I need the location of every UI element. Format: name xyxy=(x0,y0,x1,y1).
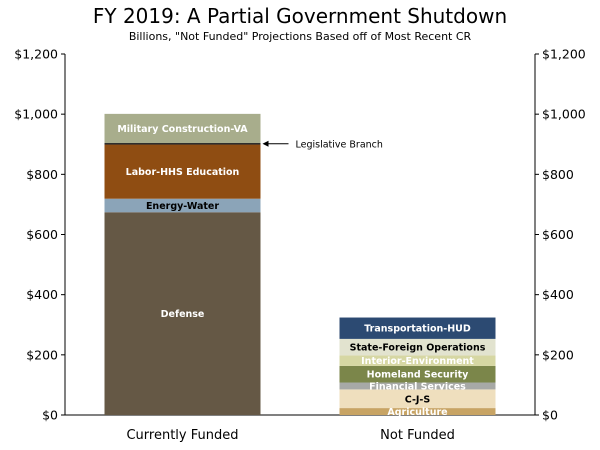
annotation-legislative-branch: Legislative Branch xyxy=(296,139,383,150)
segment-label-energy-water: Energy-Water xyxy=(146,201,219,212)
bar-segment-transportation-hud xyxy=(339,317,496,339)
bar-segment-financial-services xyxy=(339,382,496,390)
right-y-tick-label: $600 xyxy=(542,227,574,242)
bar-segment-c-j-s xyxy=(339,389,496,409)
bar-segment-energy-water xyxy=(104,198,261,213)
left-y-tick-label: $0 xyxy=(42,408,58,423)
segment-label-military-construction-va: Military Construction-VA xyxy=(117,124,248,135)
segment-label-defense: Defense xyxy=(161,309,205,320)
bars xyxy=(104,113,496,415)
chart-title: FY 2019: A Partial Government Shutdown xyxy=(93,4,507,28)
segment-label-interior-environment: Interior-Environment xyxy=(361,356,474,367)
segment-label-financial-services: Financial Services xyxy=(369,381,466,392)
left-y-tick-label: $800 xyxy=(26,167,58,182)
axes: $0 $0 $200 $200 $400 $400 $600 $600 $800 $800 $1,0… xyxy=(14,47,586,444)
left-y-tick-label: $1,200 xyxy=(14,47,58,62)
right-y-tick-label: $1,000 xyxy=(542,107,586,122)
bar-segment-agriculture xyxy=(339,408,496,415)
segment-label-agriculture: Agriculture xyxy=(387,407,447,418)
left-y-tick-label: $600 xyxy=(26,227,58,242)
segment-label-state-foreign-operations: State-Foreign Operations xyxy=(350,343,486,354)
segment-label-homeland-security: Homeland Security xyxy=(367,370,470,381)
annotation-arrowhead xyxy=(262,140,269,147)
segment-labels: Defense Energy-Water Labor-HHS Education Mi… xyxy=(117,124,485,418)
bar-segment-interior-environment xyxy=(339,355,496,366)
chart-subtitle: Billions, "Not Funded" Projections Based… xyxy=(129,30,472,43)
segment-label-transportation-hud: Transportation-HUD xyxy=(364,324,471,335)
right-y-tick-label: $400 xyxy=(542,287,574,302)
annotations: Legislative Branch xyxy=(262,139,383,150)
right-y-tick-label: $200 xyxy=(542,347,574,362)
left-y-tick-label: $200 xyxy=(26,347,58,362)
bar-segment-homeland-security xyxy=(339,365,496,383)
left-y-tick-label: $400 xyxy=(26,287,58,302)
right-y-tick-label: $800 xyxy=(542,167,574,182)
bar-segment-defense xyxy=(104,212,261,415)
bar-segment-military-construction-va xyxy=(104,113,261,144)
bar-segment-state-foreign-operations xyxy=(339,338,496,356)
segment-label-labor-hhs-education: Labor-HHS Education xyxy=(126,167,240,178)
right-y-tick-label: $1,200 xyxy=(542,47,586,62)
right-y-tick-label: $0 xyxy=(542,408,558,423)
left-y-tick-label: $1,000 xyxy=(14,107,58,122)
x-category-label: Not Funded xyxy=(380,428,455,443)
bar-segment-legislative-branch xyxy=(104,143,261,145)
segment-label-c-j-s: C-J-S xyxy=(405,394,431,405)
x-category-label: Currently Funded xyxy=(126,428,238,443)
bar-segment-labor-hhs-education xyxy=(104,144,261,199)
